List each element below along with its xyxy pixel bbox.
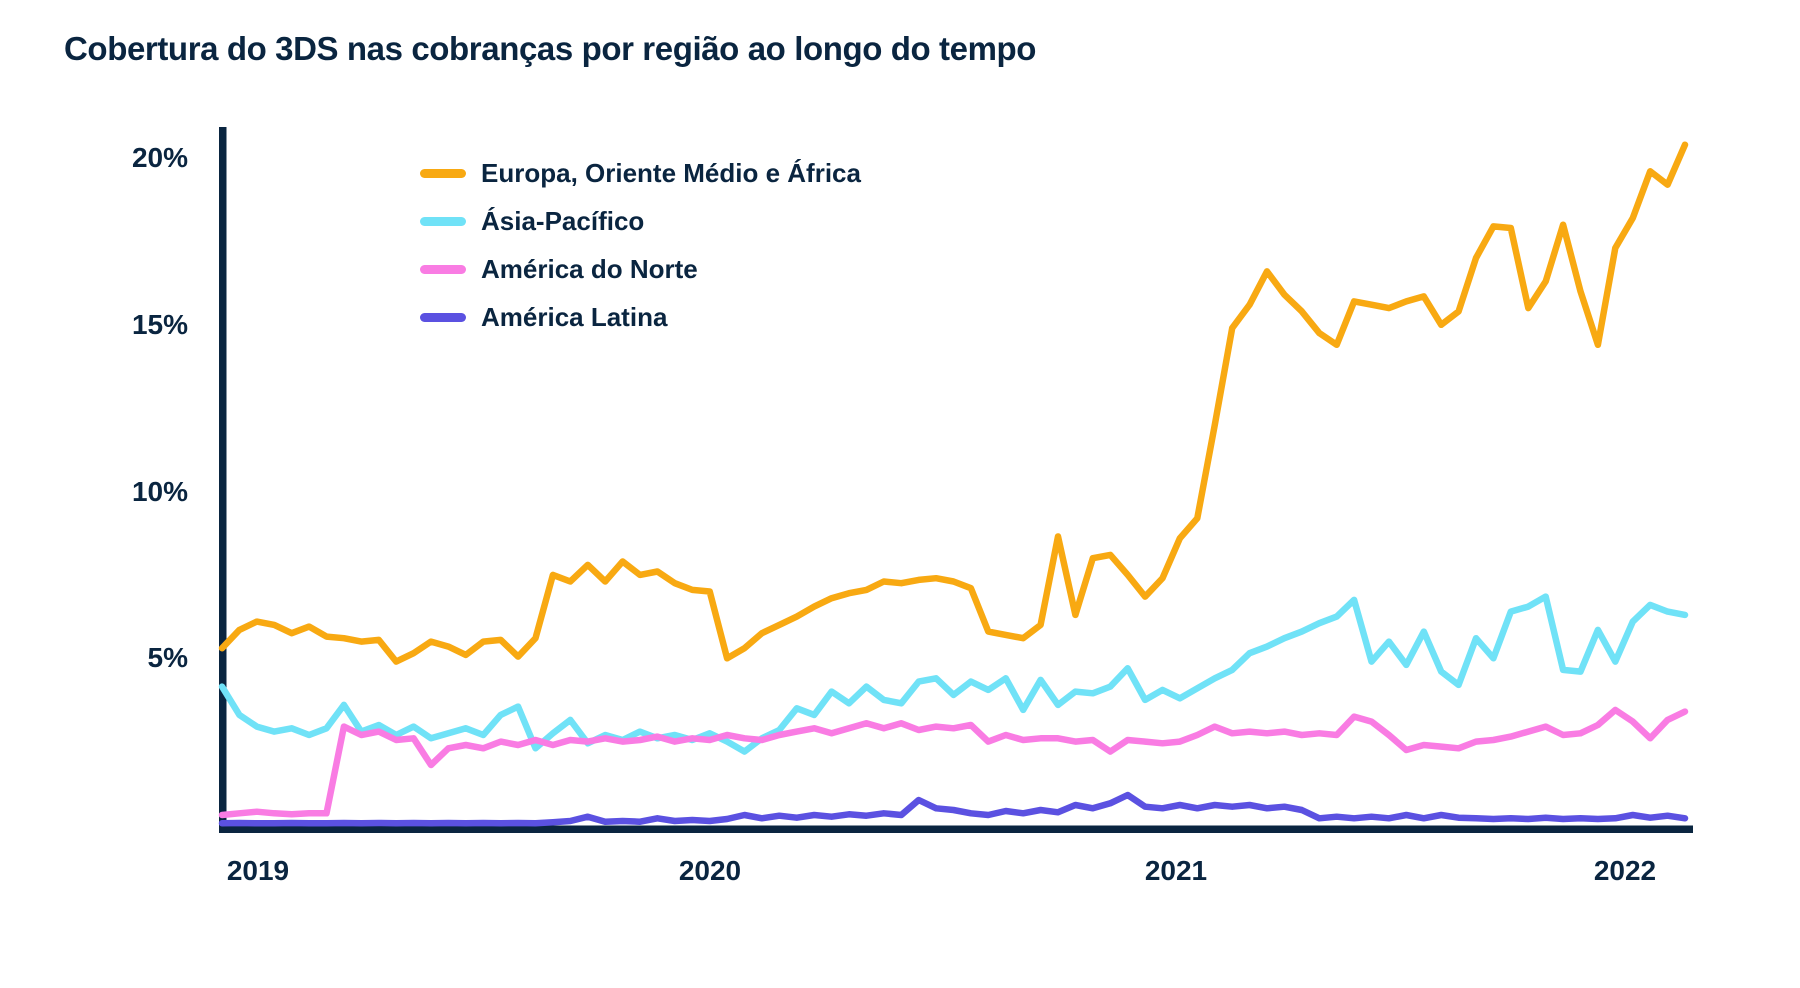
legend-item-emea: Europa, Oriente Médio e África xyxy=(420,157,861,189)
line-north-america xyxy=(218,706,1689,819)
x-tick-label-2021: 2021 xyxy=(1144,855,1208,886)
legend-label-latin-america: América Latina xyxy=(481,301,668,332)
legend-label-emea: Europa, Oriente Médio e África xyxy=(481,157,861,188)
legend-item-apac: Ásia-Pacífico xyxy=(420,205,644,237)
y-axis-line xyxy=(219,127,227,833)
legend-swatch-emea-icon xyxy=(420,168,466,178)
legend-label-apac: Ásia-Pacífico xyxy=(481,205,645,236)
legend-swatch-apac-icon xyxy=(420,216,466,226)
legend-item-north-america: América do Norte xyxy=(420,253,698,285)
y-tick-label-5: 5% xyxy=(147,642,188,674)
y-tick-label-10: 10% xyxy=(131,475,188,507)
legend-item-latin-america: América Latina xyxy=(420,301,667,333)
page-title: Cobertura do 3DS nas cobranças por regiã… xyxy=(64,30,1037,67)
legend-label-north-america: América do Norte xyxy=(481,253,698,284)
y-tick-label-15: 15% xyxy=(131,308,188,340)
line-apac xyxy=(218,593,1689,755)
line-emea xyxy=(218,141,1689,665)
x-tick-label-2022: 2022 xyxy=(1593,855,1657,886)
x-tick-label-2020: 2020 xyxy=(678,855,742,886)
legend-swatch-north-america-icon xyxy=(420,264,466,274)
legend-swatch-latin-america-icon xyxy=(420,312,466,322)
plot-lines xyxy=(218,141,1689,827)
x-axis-line xyxy=(219,825,1693,833)
x-tick-label-2019: 2019 xyxy=(226,855,290,886)
line-latin-america xyxy=(218,791,1689,827)
y-tick-label-20: 20% xyxy=(131,142,188,173)
